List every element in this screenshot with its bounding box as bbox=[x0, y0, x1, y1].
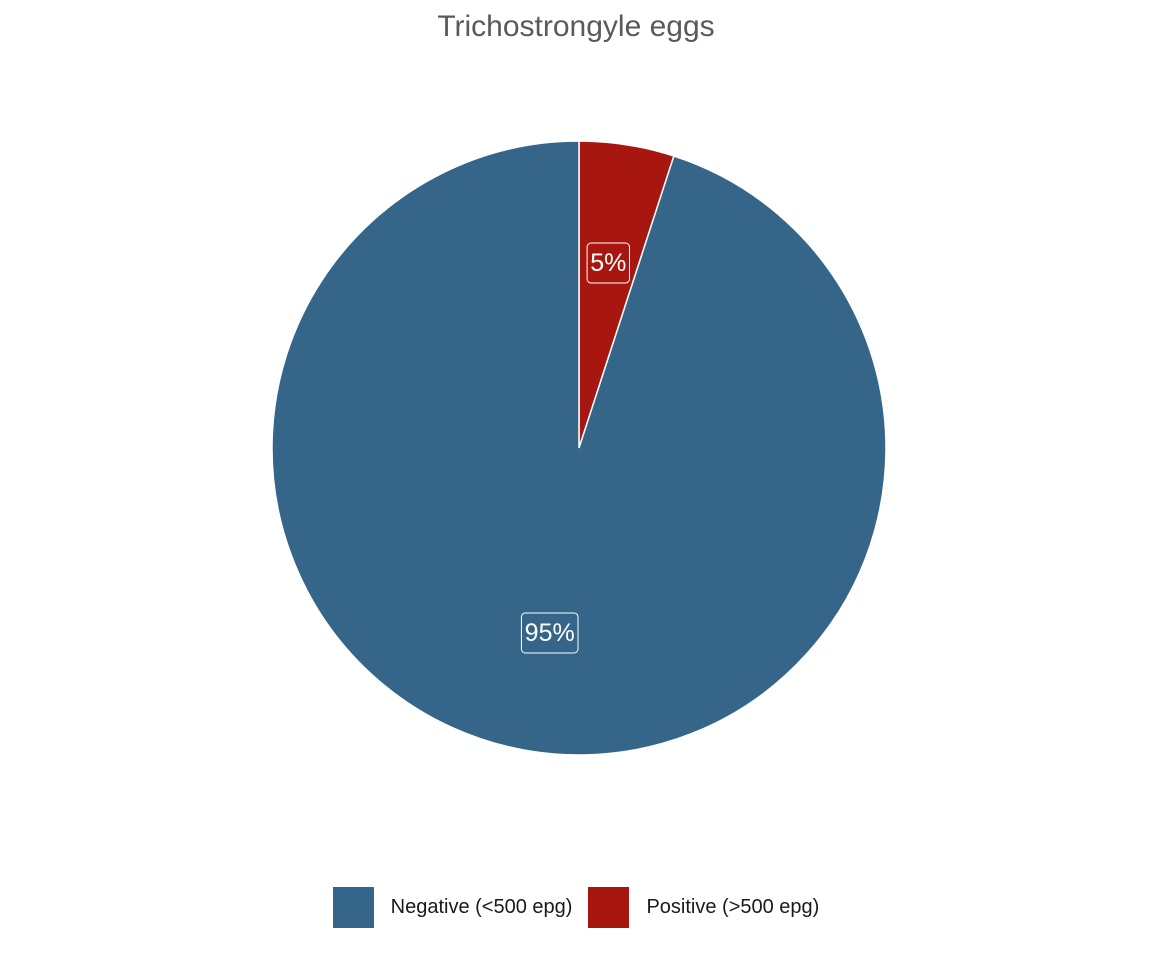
legend-item-negative: Negative (<500 epg) bbox=[332, 886, 573, 928]
legend-key-negative bbox=[332, 886, 374, 928]
slice-label-positive: 5% bbox=[586, 242, 630, 284]
slice-label-box-positive bbox=[586, 242, 630, 284]
legend-label-positive: Positive (>500 epg) bbox=[646, 895, 820, 918]
pie-slice-negative bbox=[271, 140, 887, 756]
slice-label-text-positive: 5% bbox=[590, 249, 626, 277]
legend-item-positive: Positive (>500 epg) bbox=[588, 886, 820, 928]
slice-label-negative: 95% bbox=[520, 612, 579, 654]
slice-label-box-negative bbox=[520, 612, 579, 654]
legend-label-negative: Negative (<500 epg) bbox=[390, 895, 573, 918]
chart-title: Trichostrongyle eggs bbox=[437, 10, 715, 43]
legend-key-positive bbox=[588, 886, 630, 928]
legend: Negative (<500 epg) Positive (>500 epg) bbox=[0, 886, 1152, 928]
slice-label-text-negative: 95% bbox=[525, 619, 575, 647]
